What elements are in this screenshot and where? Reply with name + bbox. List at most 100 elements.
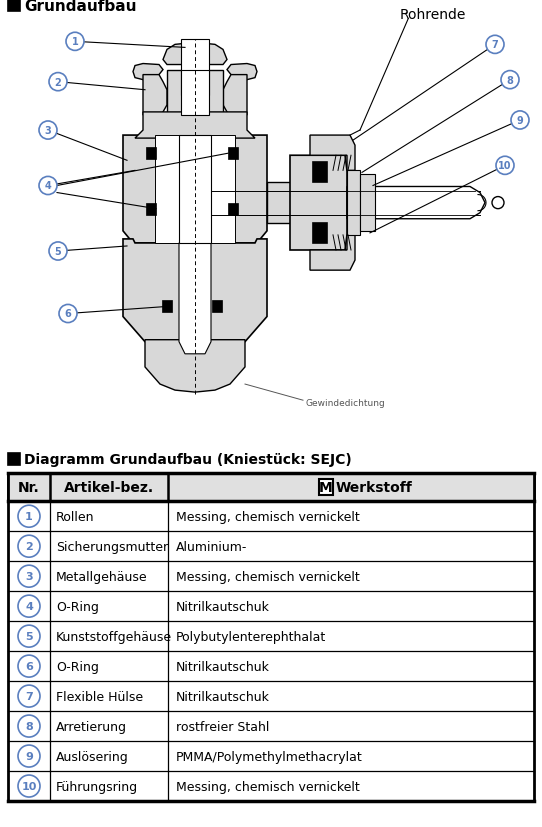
Text: 5: 5 [55, 246, 61, 256]
Text: 3: 3 [25, 571, 33, 581]
Polygon shape [135, 112, 255, 139]
Text: Artikel-bez.: Artikel-bez. [64, 480, 154, 495]
Bar [8, 474, 534, 801]
Bar [181, 70, 209, 116]
Text: 6: 6 [64, 309, 72, 319]
Text: 1: 1 [72, 37, 79, 47]
Polygon shape [347, 171, 360, 236]
Text: Werkstoff: Werkstoff [336, 480, 413, 495]
Polygon shape [228, 203, 238, 216]
Bar [181, 41, 209, 96]
Polygon shape [347, 187, 485, 219]
Text: 4: 4 [44, 181, 51, 191]
Text: Aluminium-: Aluminium- [176, 540, 247, 553]
Text: 10: 10 [498, 161, 512, 171]
Circle shape [501, 71, 519, 89]
Text: Auslösering: Auslösering [56, 749, 129, 762]
Text: 5: 5 [25, 631, 33, 642]
Circle shape [59, 305, 77, 323]
Text: Nr.: Nr. [18, 480, 40, 495]
Polygon shape [162, 301, 172, 313]
Circle shape [18, 505, 40, 528]
Polygon shape [313, 163, 327, 184]
Text: 9: 9 [25, 751, 33, 761]
Text: PMMA/Polymethylmethacrylat: PMMA/Polymethylmethacrylat [176, 749, 363, 762]
Polygon shape [313, 223, 327, 244]
Text: 6: 6 [25, 662, 33, 672]
Text: Nitrilkautschuk: Nitrilkautschuk [176, 690, 270, 703]
Polygon shape [155, 136, 179, 244]
Polygon shape [290, 156, 347, 251]
Circle shape [18, 655, 40, 677]
Text: Diagramm Grundaufbau (Kniestück: SEJC): Diagramm Grundaufbau (Kniestück: SEJC) [24, 452, 352, 466]
Polygon shape [179, 244, 211, 355]
Text: Grundaufbau: Grundaufbau [24, 0, 137, 13]
Circle shape [49, 242, 67, 261]
Text: 1: 1 [25, 512, 33, 522]
Polygon shape [310, 136, 355, 171]
Text: Messing, chemisch vernickelt: Messing, chemisch vernickelt [176, 780, 360, 792]
Text: Gewindedichtung: Gewindedichtung [305, 399, 385, 407]
Text: 3: 3 [44, 126, 51, 136]
Circle shape [18, 686, 40, 707]
Bar [319, 480, 333, 495]
Text: 7: 7 [492, 41, 499, 50]
Text: 2: 2 [55, 78, 61, 88]
Circle shape [18, 595, 40, 618]
Polygon shape [211, 136, 235, 244]
Text: rostfreier Stahl: rostfreier Stahl [176, 719, 269, 733]
Circle shape [18, 566, 40, 587]
Text: M: M [319, 480, 333, 495]
Polygon shape [267, 184, 295, 223]
Text: 7: 7 [25, 691, 33, 701]
Polygon shape [146, 148, 156, 160]
Text: Nitrilkautschuk: Nitrilkautschuk [176, 660, 270, 673]
Text: Arretierung: Arretierung [56, 719, 127, 733]
Text: 9: 9 [517, 116, 524, 126]
Circle shape [18, 745, 40, 767]
Text: Metallgehäuse: Metallgehäuse [56, 570, 147, 583]
Bar [167, 70, 223, 116]
Text: O-Ring: O-Ring [56, 660, 99, 673]
Polygon shape [212, 301, 222, 313]
Polygon shape [133, 65, 163, 80]
Text: Messing, chemisch vernickelt: Messing, chemisch vernickelt [176, 570, 360, 583]
Text: Kunststoffgehäuse: Kunststoffgehäuse [56, 630, 172, 643]
Text: Führungsring: Führungsring [56, 780, 138, 792]
Text: Rollen: Rollen [56, 510, 94, 523]
Text: Nitrilkautschuk: Nitrilkautschuk [176, 600, 270, 613]
Polygon shape [8, 0, 20, 12]
Circle shape [511, 112, 529, 130]
Polygon shape [360, 175, 375, 232]
Polygon shape [123, 240, 267, 342]
Circle shape [39, 122, 57, 140]
Text: Sicherungsmutter: Sicherungsmutter [56, 540, 168, 553]
Circle shape [18, 625, 40, 648]
Polygon shape [145, 340, 245, 393]
Polygon shape [123, 136, 267, 244]
Text: 10: 10 [21, 781, 37, 791]
Polygon shape [223, 75, 247, 116]
Circle shape [18, 536, 40, 557]
Polygon shape [8, 454, 20, 466]
Circle shape [18, 775, 40, 797]
Text: 8: 8 [507, 75, 513, 85]
Text: Polybutylenterephthalat: Polybutylenterephthalat [176, 630, 326, 643]
Bar [179, 136, 211, 244]
Circle shape [18, 715, 40, 737]
Text: Messing, chemisch vernickelt: Messing, chemisch vernickelt [176, 510, 360, 523]
Text: 8: 8 [25, 721, 33, 731]
Circle shape [486, 36, 504, 55]
Circle shape [496, 157, 514, 175]
Polygon shape [228, 148, 238, 160]
Bar [8, 474, 534, 502]
Circle shape [39, 177, 57, 195]
Text: 4: 4 [25, 601, 33, 611]
Polygon shape [227, 65, 257, 80]
Polygon shape [163, 43, 227, 65]
Text: 2: 2 [25, 542, 33, 552]
Circle shape [66, 33, 84, 51]
Text: Rohrende: Rohrende [400, 8, 466, 22]
Text: O-Ring: O-Ring [56, 600, 99, 613]
Circle shape [49, 74, 67, 92]
